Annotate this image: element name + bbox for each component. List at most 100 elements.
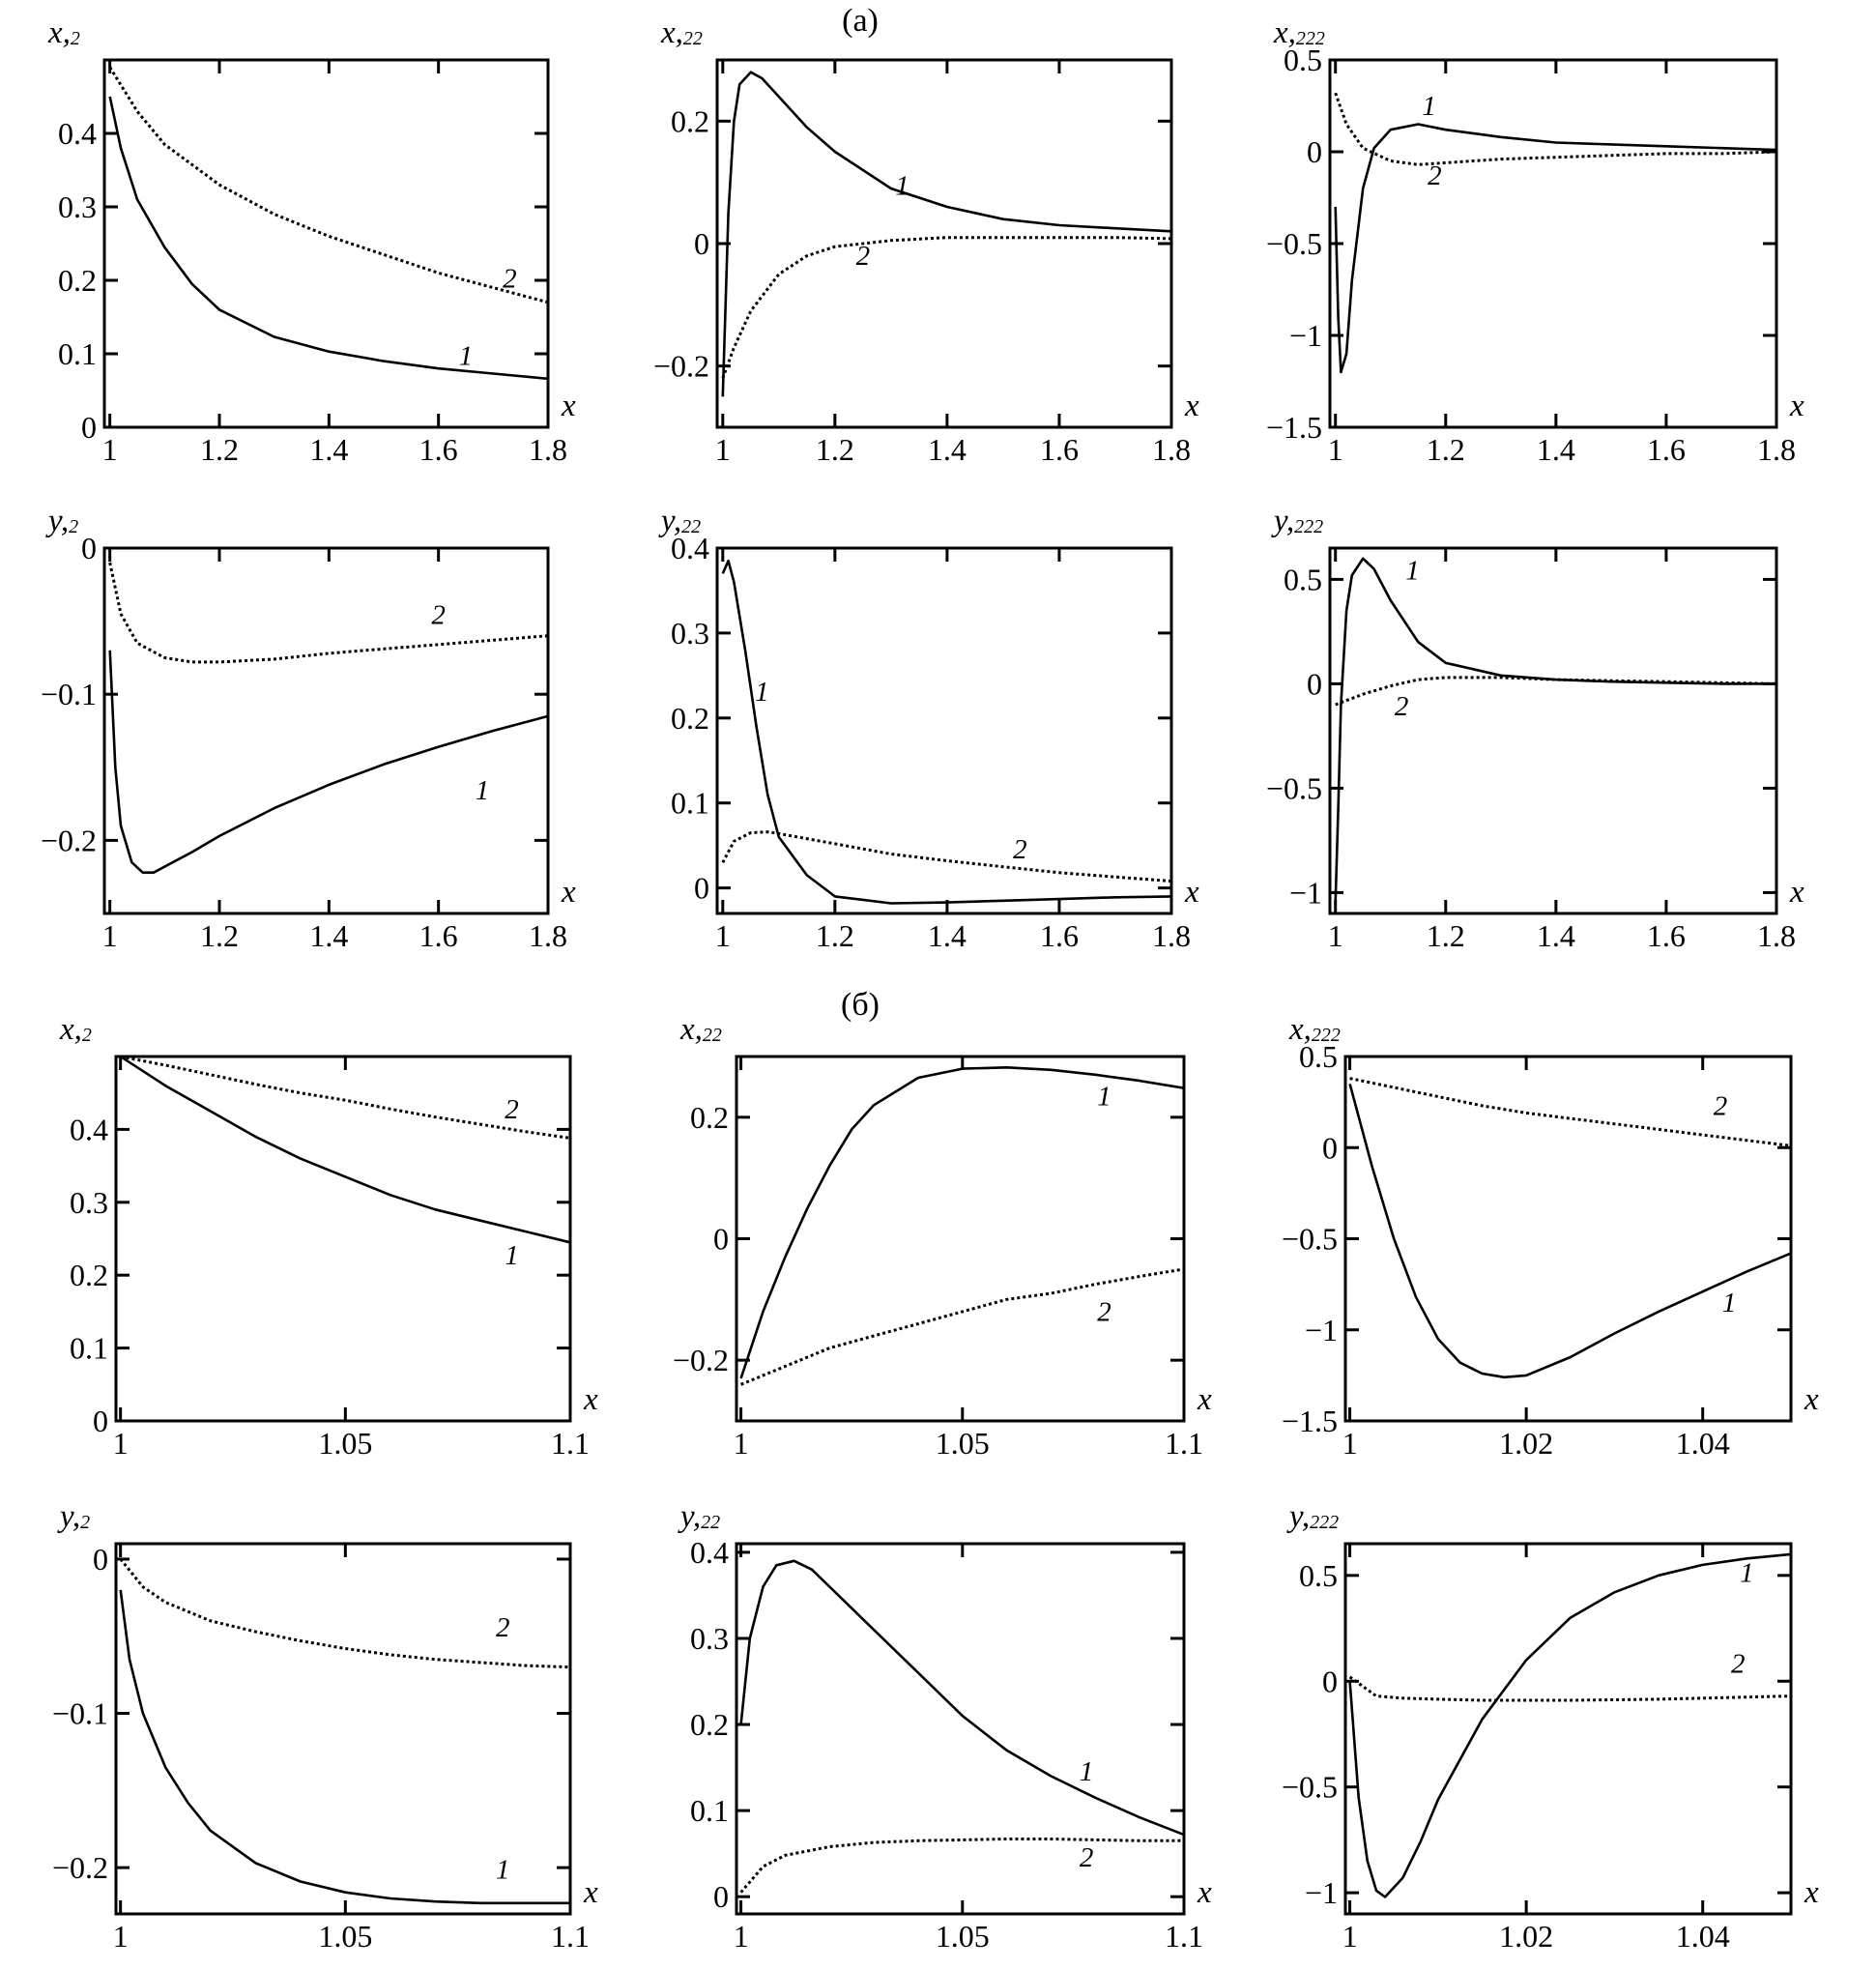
y-tick-label: 0 xyxy=(1322,1664,1338,1698)
y-axis-label-subscript: 22 xyxy=(701,1512,720,1533)
x-tick-label: 1 xyxy=(113,1426,129,1461)
x-tick-label: 1.1 xyxy=(1165,1919,1203,1954)
y-axis-label: x,222 xyxy=(1273,15,1325,50)
x-tick-label: 1.6 xyxy=(1647,432,1686,467)
series-line-1 xyxy=(1334,557,1776,904)
chart-panel-b-xs22: 1 1.05 1.1 −0.2 0 0.2 x,22 x 1 2 xyxy=(673,1012,1212,1461)
y-axis-label: y,2 xyxy=(45,504,78,538)
x-axis-label: x xyxy=(1184,389,1199,423)
plot-frame xyxy=(1328,546,1778,915)
series-line-2 xyxy=(119,1558,571,1669)
x-tick-label: 1.04 xyxy=(1676,1919,1730,1954)
series-line-2 xyxy=(740,1267,1185,1386)
y-tick-label: 0.1 xyxy=(690,1793,729,1828)
y-tick-label: −0.1 xyxy=(52,1696,108,1731)
series-label-1: 1 xyxy=(1405,555,1420,586)
y-axis-label: y,222 xyxy=(1271,504,1323,538)
x-tick-label: 1.8 xyxy=(529,918,567,953)
y-tick-label: 0.2 xyxy=(58,263,97,298)
x-tick-label: 1.2 xyxy=(200,918,239,953)
x-tick-label: 1.2 xyxy=(816,918,854,953)
series-label-2: 2 xyxy=(856,241,871,272)
series-line-1 xyxy=(119,1055,571,1244)
x-tick-label: 1.02 xyxy=(1499,1426,1553,1461)
x-axis-label: x xyxy=(1789,389,1804,423)
y-tick-label: 0 xyxy=(93,1404,108,1438)
chart-panel-b-xs2: 1 1.05 1.1 0 0.1 0.2 0.3 0.4 x,2 x 1 2 xyxy=(59,1012,598,1461)
series-line-2 xyxy=(120,1055,571,1140)
x-tick-label: 1.04 xyxy=(1676,1426,1730,1461)
y-tick-label: −0.1 xyxy=(41,677,97,711)
series-label-2: 2 xyxy=(503,264,517,295)
y-axis-label-subscript: 222 xyxy=(1310,1512,1339,1533)
chart-panel-b-ys2: 1 1.05 1.1 −0.2 −0.1 0y,2 x 1 2 xyxy=(52,1499,598,1954)
x-tick-label: 1.2 xyxy=(200,432,239,467)
series-line-1 xyxy=(739,1559,1185,1837)
series-label-1: 1 xyxy=(755,677,769,708)
y-axis-label: x,22 xyxy=(679,1012,722,1047)
series-line-2 xyxy=(721,236,1172,379)
series-label-1: 1 xyxy=(1080,1756,1094,1787)
x-tick-label: 1.8 xyxy=(1757,432,1796,467)
x-axis-label: x xyxy=(561,389,576,423)
series-line-2 xyxy=(1334,92,1777,166)
x-tick-label: 1 xyxy=(113,1919,129,1954)
series-line-1 xyxy=(721,71,1172,397)
y-axis-label-subscript: 2 xyxy=(69,516,78,537)
y-axis-label-subscript: 22 xyxy=(681,516,701,537)
y-tick-label: 0.5 xyxy=(1299,1039,1338,1074)
series-label-2: 2 xyxy=(431,600,446,631)
y-tick-label: 0 xyxy=(81,410,97,445)
plot-frame xyxy=(1343,1542,1793,1916)
y-tick-label: 0.2 xyxy=(671,103,709,138)
y-tick-label: 0.4 xyxy=(690,1535,729,1570)
x-tick-label: 1.05 xyxy=(318,1919,372,1954)
y-tick-label: 0 xyxy=(713,1222,729,1257)
y-tick-label: 0.3 xyxy=(58,189,97,224)
y-tick-label: 0.4 xyxy=(671,531,709,565)
x-axis-label: x xyxy=(561,875,576,910)
x-tick-label: 1.2 xyxy=(1427,432,1465,467)
series-label-1: 1 xyxy=(459,340,474,371)
plot-frame xyxy=(715,546,1173,915)
chart-panel-a-xs22: 1 1.2 1.4 1.6 1.8 −0.2 0 0.2 x,22 x 1 2 xyxy=(653,15,1199,467)
y-tick-label: −1 xyxy=(1305,1875,1338,1910)
series-line-2 xyxy=(1348,1675,1792,1702)
series-line-2 xyxy=(739,1838,1184,1894)
y-axis-label-subscript: 22 xyxy=(703,1025,722,1046)
y-tick-label: 0 xyxy=(1322,1130,1338,1165)
x-tick-label: 1 xyxy=(734,1426,749,1461)
y-tick-label: 0 xyxy=(93,1542,108,1577)
series-line-1 xyxy=(721,559,1172,905)
y-tick-label: 0.2 xyxy=(690,1707,729,1742)
x-tick-label: 1 xyxy=(1328,918,1343,953)
chart-panel-b-ys22: 1 1.05 1.1 0 0.1 0.2 0.3 0.4y,22 x 1 2 xyxy=(678,1499,1212,1954)
y-tick-label: 0.5 xyxy=(1284,562,1322,596)
y-axis-label: y,22 xyxy=(658,504,701,538)
series-label-1: 1 xyxy=(476,775,490,806)
y-axis-label: x,2 xyxy=(47,15,80,50)
y-tick-label: −0.5 xyxy=(1266,226,1322,261)
y-tick-label: 0.3 xyxy=(671,616,709,651)
y-tick-label: 0.1 xyxy=(70,1331,108,1366)
series-line-1 xyxy=(1348,1083,1792,1379)
y-axis-label: y,222 xyxy=(1286,1499,1339,1534)
y-tick-label: 0 xyxy=(694,871,709,906)
x-tick-label: 1.2 xyxy=(816,432,854,467)
chart-panel-a-ys222: 1 1.2 1.4 1.6 1.8 −1 −0.5 0 0.5 y,222 x 1 2 xyxy=(1266,504,1804,953)
y-tick-label: 0.3 xyxy=(70,1185,108,1220)
series-label-1: 1 xyxy=(505,1240,519,1271)
x-tick-label: 1 xyxy=(715,432,731,467)
series-line-1 xyxy=(1348,1552,1792,1898)
y-tick-label: 0.3 xyxy=(690,1621,729,1656)
x-axis-label: x xyxy=(583,1382,598,1417)
series-label-1: 1 xyxy=(1422,91,1436,122)
series-label-2: 2 xyxy=(1395,691,1409,722)
x-axis-label: x xyxy=(1804,1875,1819,1910)
y-tick-label: 0.2 xyxy=(70,1258,108,1292)
x-tick-label: 1.02 xyxy=(1499,1919,1553,1954)
group-b-label: (б) xyxy=(841,987,880,1023)
y-tick-label: −0.5 xyxy=(1282,1770,1338,1805)
x-tick-label: 1.4 xyxy=(1537,918,1575,953)
